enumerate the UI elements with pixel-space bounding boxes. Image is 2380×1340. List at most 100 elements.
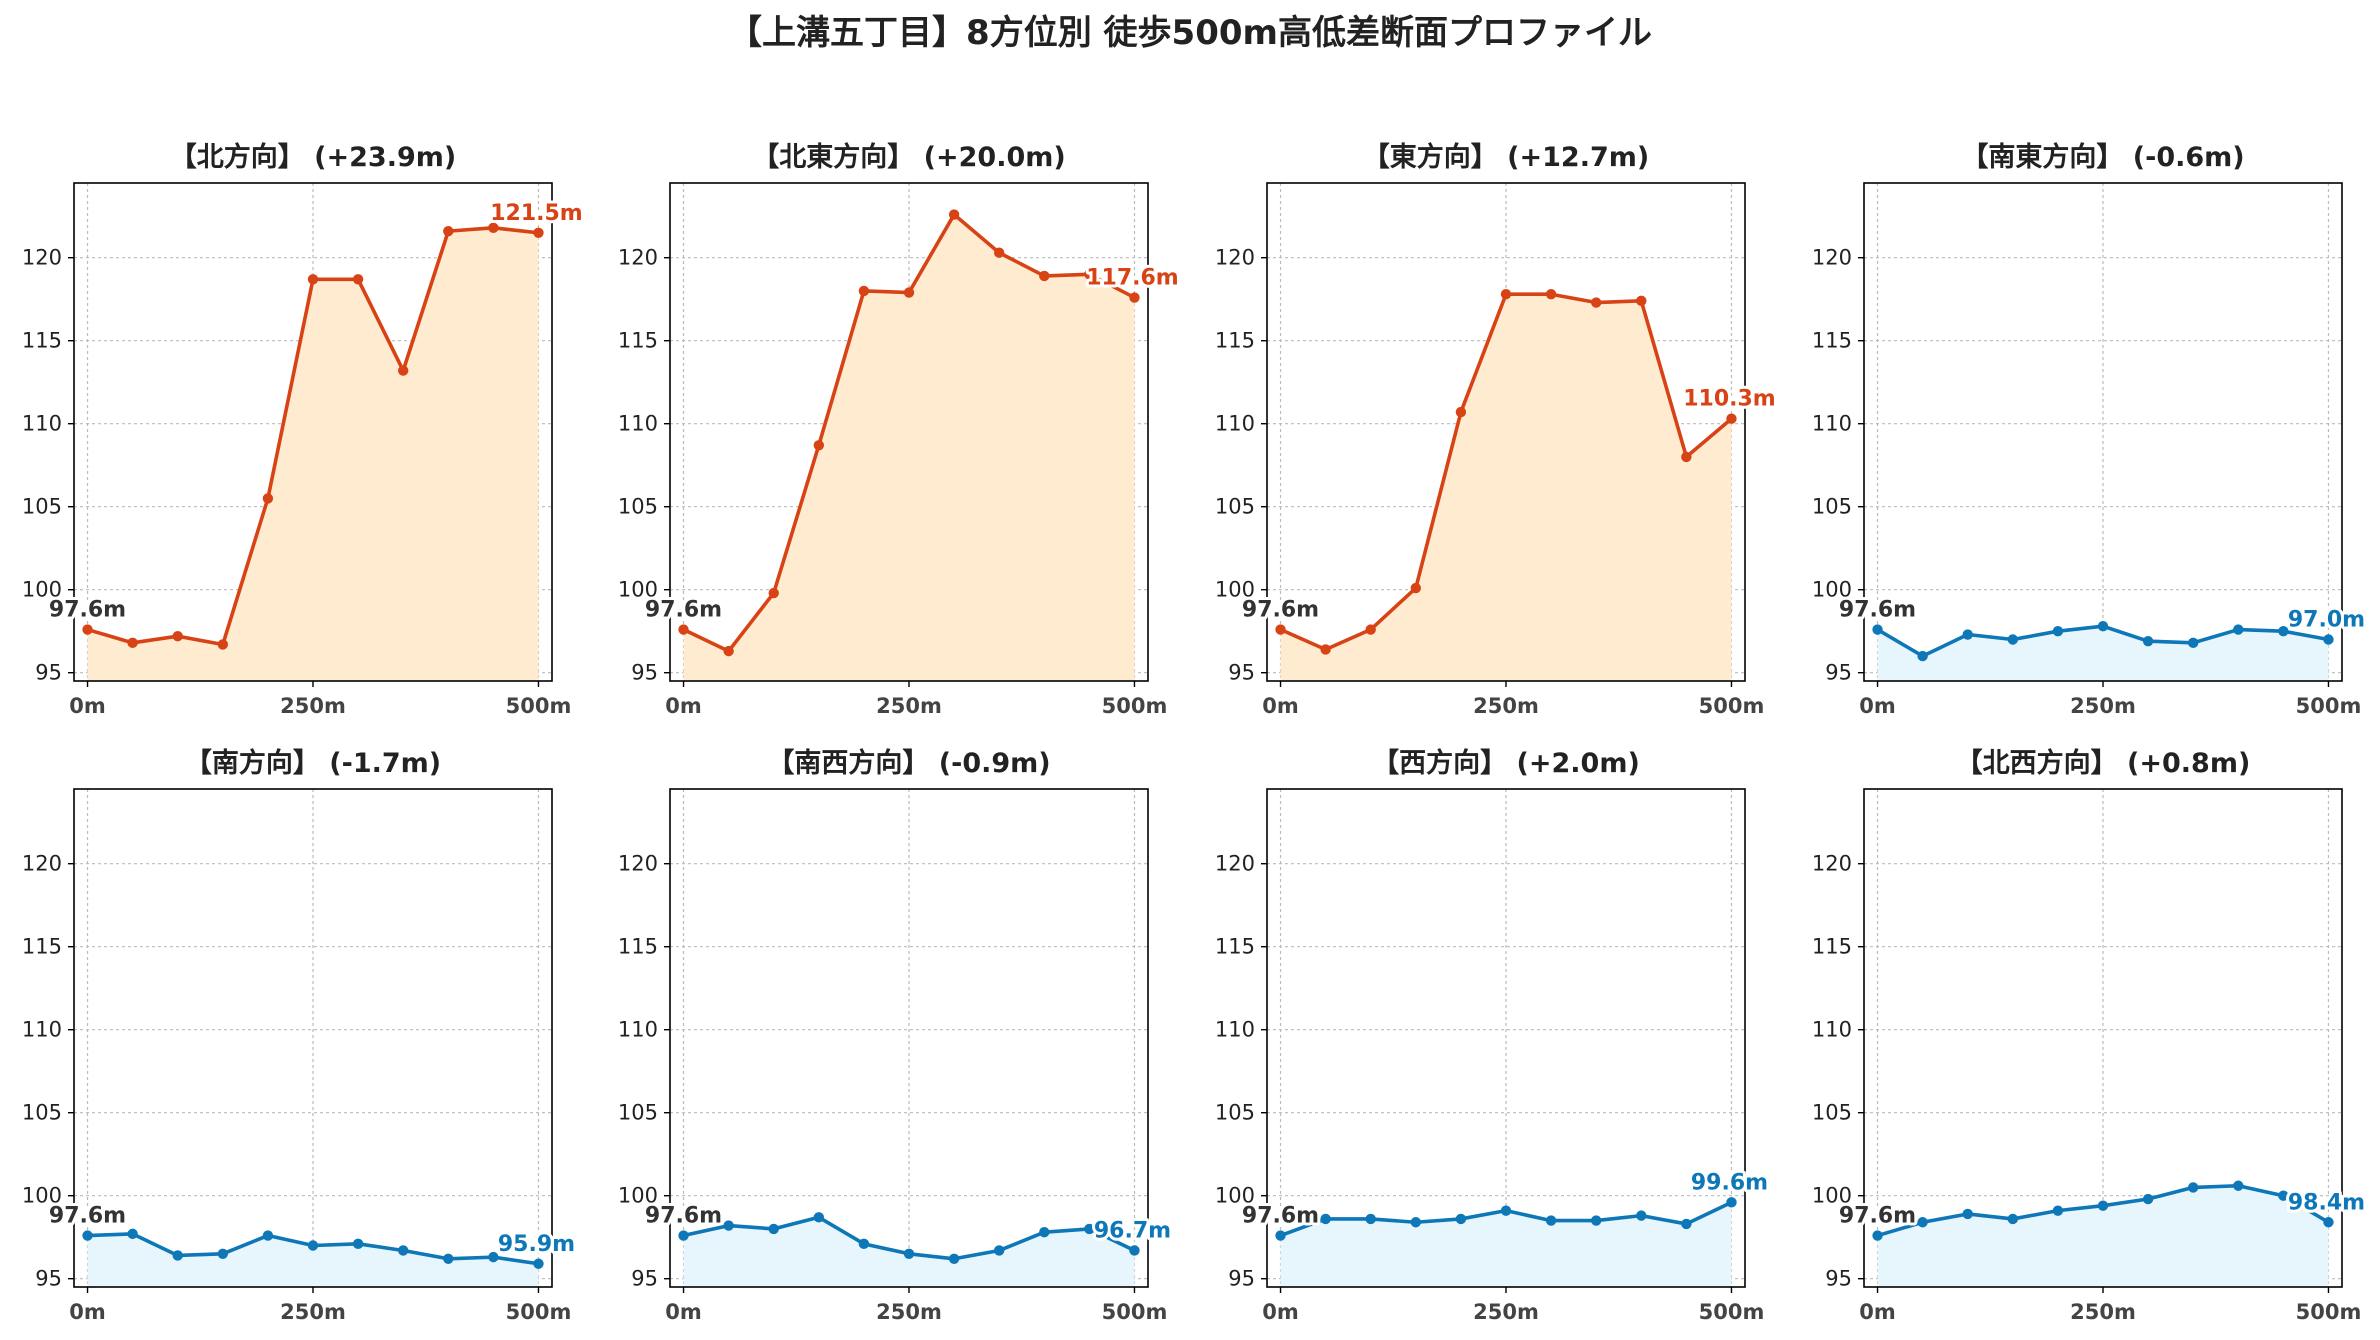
elevation-point xyxy=(903,1248,915,1260)
x-tick-label: 250m xyxy=(876,694,942,718)
elevation-point xyxy=(993,247,1005,258)
elevation-point xyxy=(307,1240,319,1251)
x-tick-label: 500m xyxy=(1102,694,1168,718)
y-tick-label: 110 xyxy=(22,1018,62,1042)
y-tick-label: 100 xyxy=(618,578,658,602)
end-elevation-label: 95.9m xyxy=(498,1232,575,1257)
panel-0: 【北方向】 (+23.9m) 95 100 105 110 115 120 0m 250m 500… xyxy=(22,141,586,718)
elevation-point xyxy=(2233,624,2244,635)
start-elevation-label: 97.6m xyxy=(1242,1204,1319,1229)
elevation-point xyxy=(1129,292,1140,303)
elevation-point xyxy=(1320,1213,1331,1225)
y-tick-label: 110 xyxy=(1215,412,1255,436)
x-tick-label: 0m xyxy=(665,694,702,718)
y-tick-label: 100 xyxy=(1812,578,1852,602)
x-tick-label: 0m xyxy=(665,1300,702,1324)
y-tick-label: 115 xyxy=(22,935,62,959)
x-tick-label: 250m xyxy=(280,1300,346,1324)
y-tick-label: 110 xyxy=(1812,1018,1852,1042)
elevation-area xyxy=(1280,294,1732,681)
start-elevation-label: 97.6m xyxy=(49,598,126,623)
panel-title: 【南方向】 (-1.7m) xyxy=(185,747,441,779)
y-tick-label: 120 xyxy=(618,852,658,876)
elevation-point xyxy=(262,493,274,504)
y-tick-label: 110 xyxy=(618,412,658,436)
elevation-point xyxy=(1365,624,1376,635)
elevation-point xyxy=(488,1251,499,1263)
elevation-point xyxy=(903,287,915,298)
y-tick-label: 110 xyxy=(1215,1018,1255,1042)
x-tick-label: 250m xyxy=(1473,694,1539,718)
panel-5: 【南西方向】 (-0.9m) 95 100 105 110 115 120 0m 250m 500… xyxy=(618,747,1174,1324)
elevation-area xyxy=(683,214,1135,682)
x-tick-label: 500m xyxy=(1699,1300,1765,1324)
elevation-point xyxy=(1084,269,1095,280)
elevation-point xyxy=(948,1253,960,1264)
elevation-point xyxy=(678,1230,689,1241)
y-tick-label: 120 xyxy=(618,246,658,270)
end-elevation-label: 96.7m xyxy=(1094,1218,1171,1243)
elevation-point xyxy=(768,587,779,599)
panel-title: 【北西方向】 (+0.8m) xyxy=(1956,747,2251,779)
elevation-point xyxy=(2052,626,2064,637)
y-tick-label: 100 xyxy=(1812,1184,1852,1208)
elevation-point xyxy=(1726,413,1737,424)
elevation-point xyxy=(2323,1217,2334,1228)
x-tick-label: 250m xyxy=(2070,694,2136,718)
elevation-point xyxy=(2233,1180,2244,1191)
y-tick-label: 120 xyxy=(1812,852,1852,876)
end-elevation-label: 121.5m xyxy=(490,201,583,226)
y-tick-label: 110 xyxy=(1812,412,1852,436)
end-elevation-label: 97.0m xyxy=(2288,608,2365,633)
elevation-point xyxy=(82,1230,93,1241)
elevation-point xyxy=(2007,1213,2019,1225)
elevation-point xyxy=(2007,634,2019,645)
elevation-point xyxy=(352,274,364,285)
elevation-point xyxy=(1500,289,1512,300)
elevation-area xyxy=(87,1233,539,1287)
panel-3: 【南東方向】 (-0.6m) 95 100 105 110 115 120 0m 250m 500… xyxy=(1812,141,2368,718)
elevation-point xyxy=(858,285,870,297)
elevation-point xyxy=(1872,1230,1883,1241)
y-tick-label: 100 xyxy=(1215,1184,1255,1208)
elevation-point xyxy=(1039,270,1050,282)
elevation-area xyxy=(1877,1185,2329,1287)
y-tick-label: 95 xyxy=(1228,661,1255,685)
end-elevation-label: 98.4m xyxy=(2288,1190,2365,1215)
elevation-point xyxy=(443,1253,454,1264)
start-elevation-label: 97.6m xyxy=(1242,598,1319,623)
x-tick-label: 250m xyxy=(1473,1300,1539,1324)
elevation-point xyxy=(1962,629,1973,640)
elevation-point xyxy=(307,274,319,285)
x-tick-label: 0m xyxy=(1262,694,1299,718)
elevation-point xyxy=(1590,297,1602,308)
elevation-point xyxy=(443,225,454,237)
elevation-point xyxy=(1365,1213,1376,1225)
x-tick-label: 250m xyxy=(876,1300,942,1324)
panel-7: 【北西方向】 (+0.8m) 95 100 105 110 115 120 0m 250m 500… xyxy=(1812,747,2368,1324)
elevation-point xyxy=(1962,1208,1973,1220)
y-tick-label: 100 xyxy=(22,1184,62,1208)
elevation-area xyxy=(1280,1202,1732,1287)
elevation-point xyxy=(2187,637,2199,649)
y-tick-label: 120 xyxy=(22,246,62,270)
elevation-point xyxy=(1129,1245,1140,1256)
elevation-point xyxy=(1455,1213,1467,1225)
x-tick-label: 0m xyxy=(1859,1300,1896,1324)
elevation-point xyxy=(397,365,409,376)
start-elevation-label: 97.6m xyxy=(645,598,722,623)
x-tick-label: 500m xyxy=(506,1300,572,1324)
elevation-point xyxy=(1917,1217,1928,1228)
y-tick-label: 110 xyxy=(618,1018,658,1042)
elevation-point xyxy=(1500,1205,1512,1216)
y-tick-label: 105 xyxy=(1215,1101,1255,1125)
elevation-point xyxy=(2097,621,2109,632)
y-tick-label: 100 xyxy=(22,578,62,602)
elevation-point xyxy=(678,624,689,635)
elevation-point xyxy=(858,1238,870,1250)
end-elevation-label: 110.3m xyxy=(1683,387,1776,412)
y-tick-label: 105 xyxy=(1812,495,1852,519)
elevation-point xyxy=(1320,644,1331,655)
elevation-area xyxy=(1877,626,2329,681)
elevation-point xyxy=(2142,1193,2154,1205)
